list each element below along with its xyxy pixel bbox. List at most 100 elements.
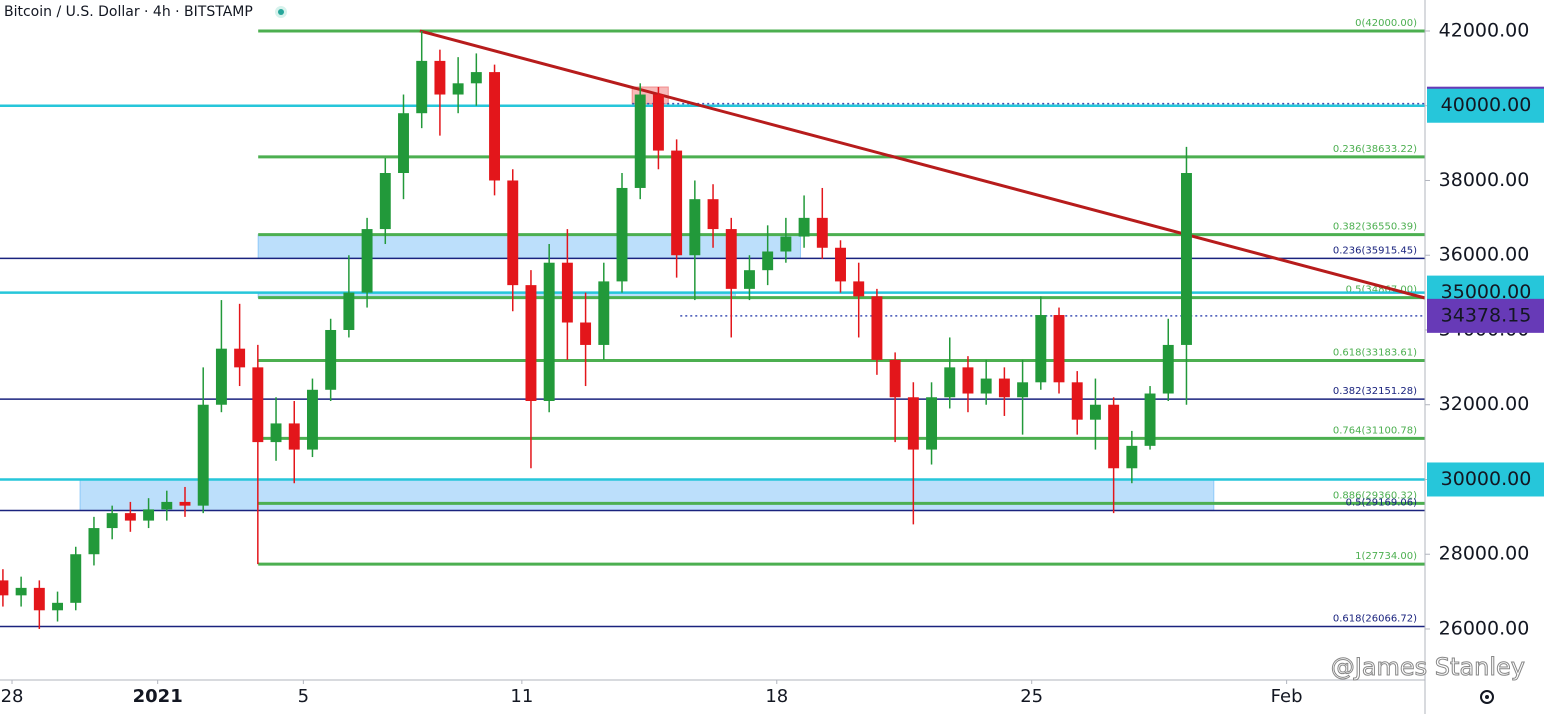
y-tick-label: 38000.00 [1439,169,1530,191]
price-label: 40000.00 [1441,94,1532,116]
candle-body [306,389,318,450]
candle-body [1126,445,1138,469]
candle-body [15,587,27,596]
fib-label: 0.236(35915.45) [1333,245,1417,256]
candle-body [944,367,956,398]
y-tick-label: 32000.00 [1439,393,1530,415]
candle-body [798,217,810,237]
zone [79,478,1215,512]
fib-label: 0.764(31100.78) [1333,425,1417,436]
x-tick-label: 25 [1020,686,1043,707]
fib-label: 0.618(33183.61) [1333,347,1417,358]
status-dot [278,9,284,15]
candle-body [616,187,628,282]
candle-body [361,229,373,293]
price-label: 34378.15 [1441,304,1532,326]
header-bg [0,0,268,24]
candle-body [106,513,118,529]
candle-body [962,367,974,394]
candle-body [1181,173,1192,345]
candle-body [980,378,992,394]
candle-body [561,262,573,323]
candle-body [598,281,610,345]
fib-label: 0.236(38633.22) [1333,144,1417,155]
candle-body [215,348,227,405]
fib-label: 0.382(36550.39) [1333,222,1417,233]
candle-body [853,281,865,297]
y-tick-label: 26000.00 [1439,617,1530,639]
candle-body [470,72,482,84]
y-tick-label: 42000.00 [1439,19,1530,41]
y-tick-label: 28000.00 [1439,543,1530,565]
candle-body [343,292,355,330]
candle-body [398,113,409,174]
settings-icon[interactable] [1480,690,1494,704]
x-tick-label: 2021 [133,686,183,707]
candle-body [52,602,64,611]
axes: 26000.0028000.0030000.0032000.0034000.00… [1,19,1544,707]
price-label-box [1427,88,1544,123]
price-label-box [1427,462,1544,497]
x-tick-label: 5 [298,686,309,707]
candle-body [143,509,155,521]
candle-body [780,236,792,252]
candle-body [288,423,300,450]
candle-body [1108,404,1120,469]
candle-body [671,150,683,256]
candle-body [379,173,391,230]
candle-body [1144,393,1156,446]
candle-body [762,251,774,271]
fib-label: 0.382(32151.28) [1333,386,1417,397]
zone [257,234,801,259]
fib-label: 0(42000.00) [1355,18,1417,29]
candle-body [489,72,501,181]
candle-body [70,554,82,603]
x-tick-label: 28 [1,686,24,707]
fib-label: 0.5(34867.00) [1346,285,1418,296]
candle-body [434,60,446,95]
x-tick-label: 11 [510,686,533,707]
candle-body [0,580,9,596]
price-label-box [1427,298,1544,333]
watermark: @James Stanley [1331,653,1525,681]
candle-body [161,501,173,510]
candle-body [835,247,846,282]
candle-body [179,501,191,506]
plot-area: 0(42000.00) 0.236(38633.22) 0.382(36550.39… [0,18,1426,629]
candle-body [689,199,701,256]
candle-body [325,329,337,390]
candle-body [998,378,1010,398]
candle-body [252,367,264,443]
candle-body [416,60,428,114]
chart-title: Bitcoin / U.S. Dollar · 4h · BITSTAMP [4,4,253,20]
candle-body [652,94,664,151]
candle-body [889,359,901,398]
fib-label: 0.886(29360.32) [1333,490,1417,501]
candle-body [234,348,246,368]
candle-body [543,262,555,401]
candle-body [580,322,592,345]
candle-body [270,423,282,443]
candle-body [124,513,136,521]
candle-body [1089,404,1101,420]
price-label: 35000.00 [1441,281,1532,303]
candle-body [1035,315,1047,383]
candle-body [525,285,537,401]
candle-body [634,94,646,188]
candle-body [33,587,45,611]
candle-body [1162,344,1174,394]
candle-body [926,397,938,450]
candle-body [1017,382,1029,398]
candle-body [907,397,919,450]
candle-body [725,229,737,289]
candle-body [197,404,209,506]
candle-body [1071,382,1083,420]
candle-body [452,83,464,95]
x-tick-label: Feb [1271,686,1303,707]
candle-body [1053,315,1065,383]
candle-body [507,180,519,286]
y-tick-label: 36000.00 [1439,244,1530,266]
x-tick-label: 18 [765,686,788,707]
